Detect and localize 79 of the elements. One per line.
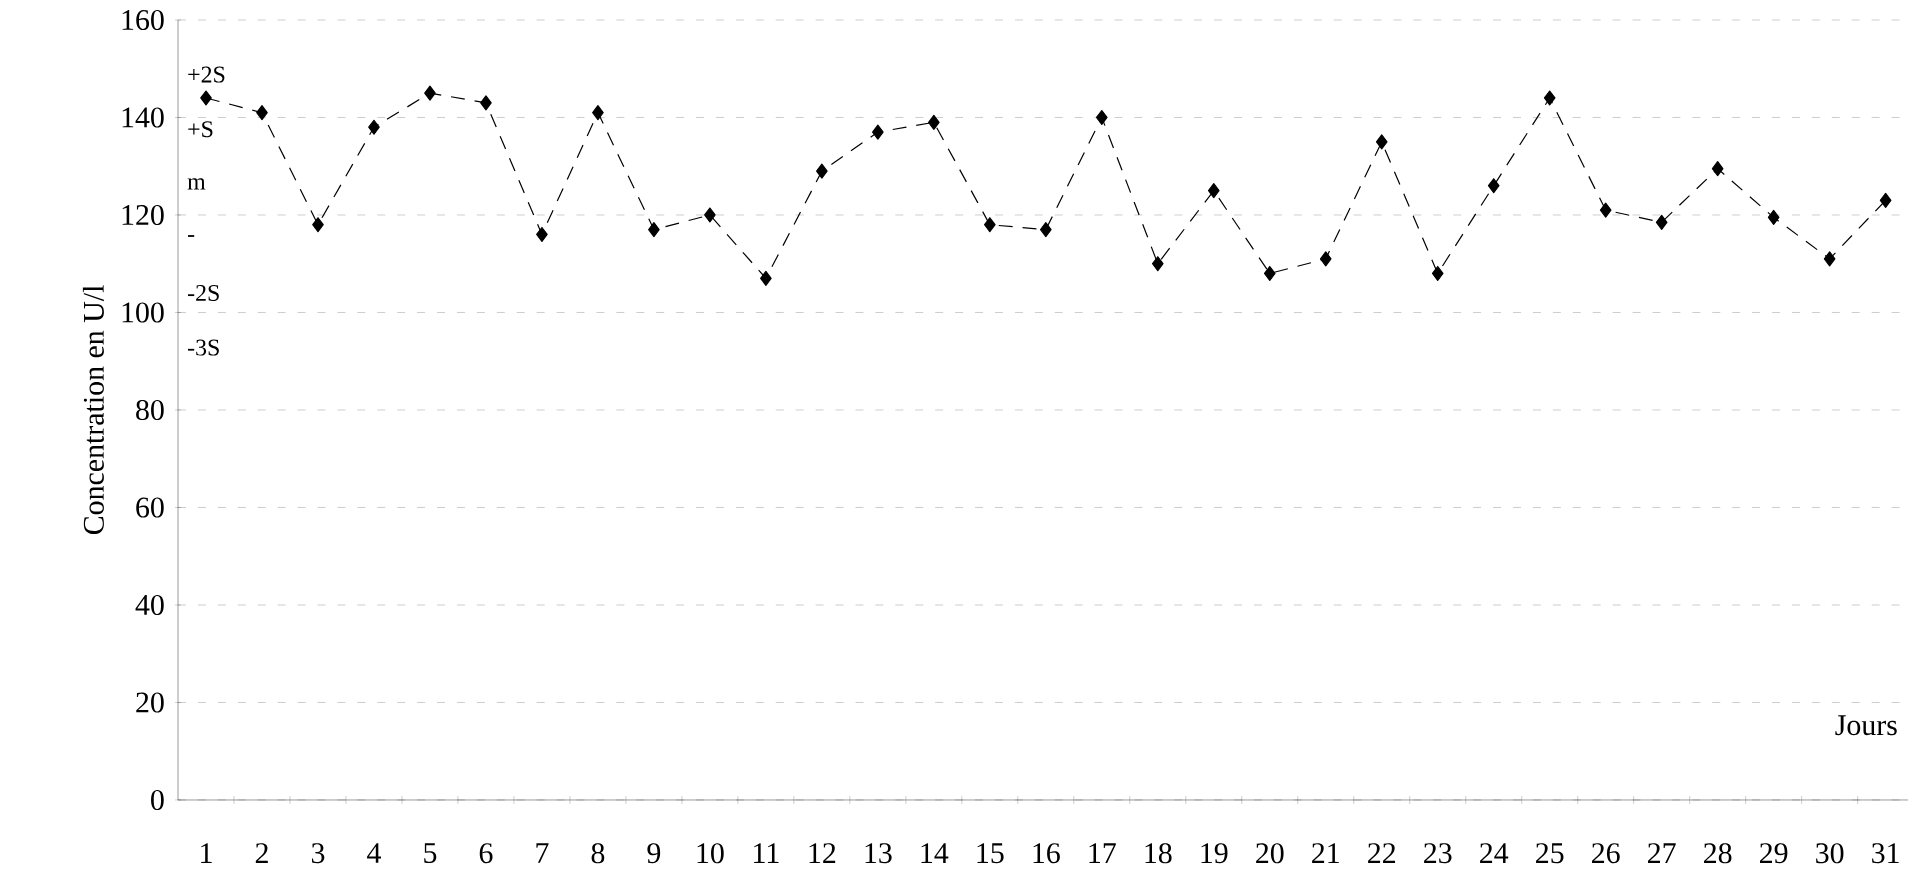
point xyxy=(1375,134,1388,150)
point xyxy=(480,95,492,111)
point xyxy=(312,217,324,233)
x-tick-label: 4 xyxy=(367,843,381,863)
x-tick-label: 2 xyxy=(255,843,268,863)
point xyxy=(872,124,884,140)
point xyxy=(928,114,940,130)
point xyxy=(1655,214,1668,230)
point xyxy=(592,105,604,121)
x-tick-label: 10 xyxy=(697,843,724,864)
annotation: +2S xyxy=(188,66,225,83)
y-tick-label: 60 xyxy=(136,497,164,518)
x-tick-label: 27 xyxy=(1648,843,1676,863)
y-tick-label: 100 xyxy=(122,302,164,323)
x-tick-label: 23 xyxy=(1424,843,1452,864)
y-tick-label: 160 xyxy=(122,9,164,31)
x-tick-label: 5 xyxy=(424,843,437,864)
y-axis-title: Concentration en U/l xyxy=(82,285,104,535)
point xyxy=(1543,90,1556,106)
x-tick-label: 16 xyxy=(1033,843,1060,864)
point xyxy=(1823,251,1836,267)
point xyxy=(760,270,772,286)
point xyxy=(1879,192,1892,208)
x-tick-label: 15 xyxy=(977,843,1004,864)
y-tick-label: 140 xyxy=(122,107,164,128)
point xyxy=(256,105,268,121)
y-tick-label: 120 xyxy=(122,204,164,226)
point xyxy=(536,226,548,243)
point xyxy=(1487,178,1500,194)
point xyxy=(1599,202,1612,218)
point xyxy=(1095,109,1108,126)
x-tick-label: 21 xyxy=(1312,843,1339,863)
x-tick-label: 29 xyxy=(1760,843,1788,864)
y-tick-label: 40 xyxy=(135,594,164,616)
x-tick-label: 18 xyxy=(1145,843,1172,864)
point xyxy=(704,207,716,223)
x-tick-label: 8 xyxy=(591,843,605,864)
x-tick-label: 7 xyxy=(536,843,549,863)
point xyxy=(1263,265,1276,282)
x-tick-label: 19 xyxy=(1201,843,1228,864)
x-tick-label: 9 xyxy=(647,843,661,864)
point xyxy=(1151,256,1164,272)
x-tick-label: 11 xyxy=(754,843,779,863)
point xyxy=(1207,183,1220,199)
x-tick-label: 31 xyxy=(1872,843,1899,864)
point xyxy=(200,90,212,106)
x-tick-label: 12 xyxy=(809,843,836,863)
annotation: +S xyxy=(188,121,213,138)
point xyxy=(1319,251,1332,267)
point xyxy=(368,119,380,135)
x-tick-label: 3 xyxy=(311,843,325,864)
point xyxy=(1039,222,1052,238)
x-tick-label: 22 xyxy=(1368,843,1396,863)
point xyxy=(1767,209,1780,225)
annotation: - xyxy=(188,235,195,237)
point xyxy=(1431,265,1444,282)
x-axis-title: Jours xyxy=(1835,715,1897,736)
x-tick-label: 20 xyxy=(1256,843,1284,864)
annotation: m xyxy=(187,178,206,190)
x-tick-label: 6 xyxy=(479,843,493,864)
point xyxy=(984,217,996,233)
y-tick-label: 80 xyxy=(136,399,164,421)
x-tick-label: 17 xyxy=(1089,843,1116,863)
point xyxy=(1711,161,1724,177)
y-tick-label: 20 xyxy=(136,692,164,713)
y-tick-label: 0 xyxy=(151,789,164,811)
x-tick-label: 1 xyxy=(201,843,212,863)
annotation: -2S xyxy=(188,284,219,302)
point xyxy=(424,85,436,101)
point xyxy=(816,163,828,179)
x-tick-label: 24 xyxy=(1480,843,1509,863)
x-tick-label: 14 xyxy=(921,843,949,863)
x-tick-label: 26 xyxy=(1592,843,1620,864)
x-tick-label: 28 xyxy=(1704,843,1732,864)
x-tick-label: 13 xyxy=(865,843,892,864)
annotation: -3S xyxy=(188,339,219,356)
x-tick-label: 30 xyxy=(1816,843,1844,864)
x-tick-label: 25 xyxy=(1536,843,1564,864)
point xyxy=(648,222,660,238)
